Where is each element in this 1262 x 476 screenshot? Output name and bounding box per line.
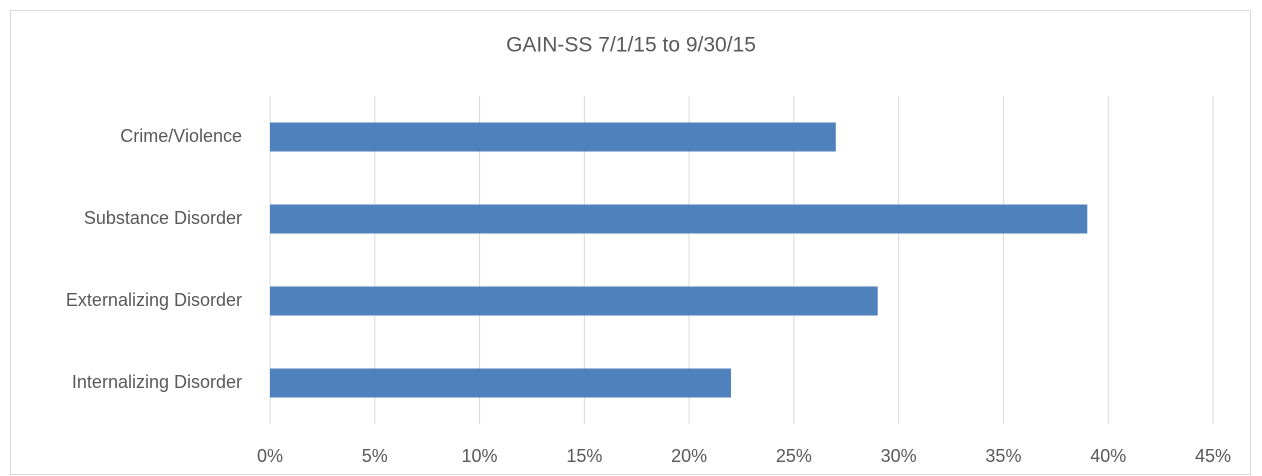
chart-title: GAIN-SS 7/1/15 to 9/30/15 — [506, 34, 756, 57]
x-tick-label: 5% — [362, 446, 388, 466]
bar — [270, 204, 1088, 234]
bar — [270, 122, 836, 152]
x-tick-label: 35% — [985, 446, 1021, 466]
x-tick-label: 45% — [1195, 446, 1231, 466]
y-tick-label: Crime/Violence — [120, 126, 242, 146]
x-tick-label: 30% — [881, 446, 917, 466]
y-tick-label: Externalizing Disorder — [66, 290, 242, 310]
x-tick-label: 0% — [257, 446, 283, 466]
x-tick-label: 25% — [776, 446, 812, 466]
bar — [270, 368, 732, 398]
x-tick-label: 15% — [566, 446, 602, 466]
chart-border — [10, 10, 1251, 475]
x-tick-label: 10% — [462, 446, 498, 466]
y-tick-label: Substance Disorder — [84, 208, 242, 228]
x-tick-label: 20% — [671, 446, 707, 466]
x-tick-label: 40% — [1090, 446, 1126, 466]
bar — [270, 286, 878, 316]
y-tick-label: Internalizing Disorder — [72, 372, 242, 392]
